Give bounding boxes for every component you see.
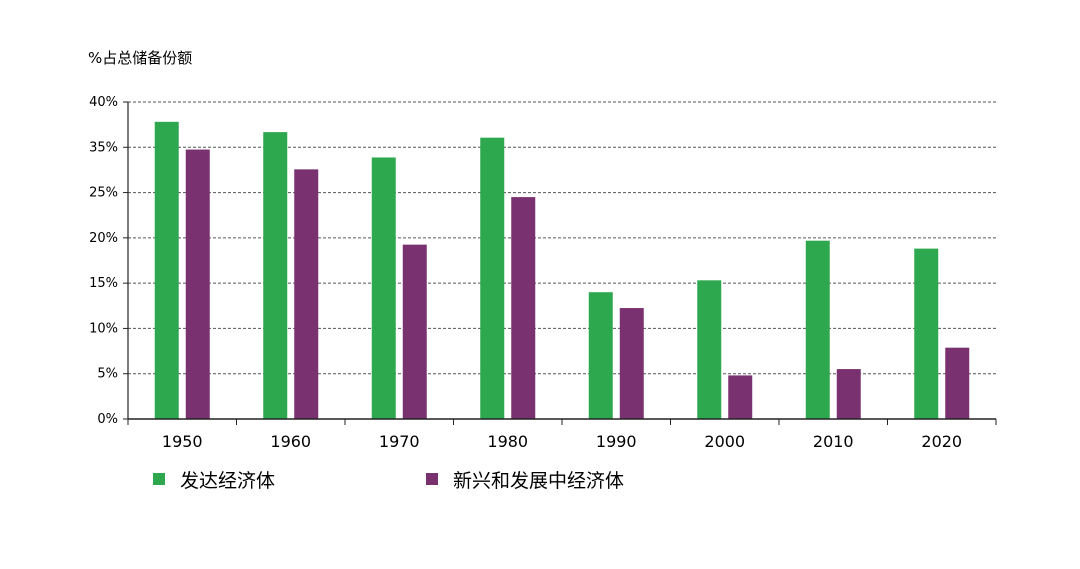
y-tick-label: 5% <box>97 367 118 382</box>
bar-emerging-2010 <box>836 369 861 419</box>
bar-developed-1990 <box>588 292 613 419</box>
bar-developed-1960 <box>263 132 288 420</box>
axes: 0% 5% 10% 15% 20% 25% 35% 40% 1950 1960 1970 1980 19… <box>89 95 997 451</box>
x-tick-label: 1960 <box>270 432 311 451</box>
bar-developed-1970 <box>371 157 396 419</box>
bar-developed-2010 <box>805 240 830 419</box>
legend-label: 发达经济体 <box>180 470 275 492</box>
bar-developed-2000 <box>697 280 722 419</box>
y-axis-title: %占总储备份额 <box>88 49 192 67</box>
bar-emerging-1980 <box>511 197 536 419</box>
bars <box>154 121 970 420</box>
legend-item: 新兴和发展中经济体 <box>426 470 624 492</box>
gridlines <box>128 101 996 375</box>
x-tick-label: 1950 <box>162 432 203 451</box>
y-tick-label: 35% <box>89 140 118 155</box>
legend-swatch <box>426 473 438 485</box>
bar-emerging-1960 <box>294 169 319 419</box>
bar-emerging-2000 <box>728 375 753 419</box>
legend-label: 新兴和发展中经济体 <box>453 470 624 492</box>
bar-developed-2020 <box>914 248 939 419</box>
legend-swatch <box>153 473 165 485</box>
y-tick-label: 10% <box>89 321 118 336</box>
bar-emerging-1970 <box>402 244 427 419</box>
bar-emerging-1990 <box>619 308 644 419</box>
x-tick-label: 2000 <box>704 432 745 451</box>
y-tick-label: 40% <box>89 95 118 110</box>
bar-developed-1950 <box>154 121 179 419</box>
legend: 发达经济体 新兴和发展中经济体 <box>153 470 624 492</box>
bar-developed-1980 <box>480 137 505 419</box>
y-tick-label: 25% <box>89 186 118 201</box>
x-tick-label: 2010 <box>813 432 854 451</box>
y-tick-label: 20% <box>89 231 118 246</box>
y-tick-label: 0% <box>97 412 118 427</box>
bar-emerging-2020 <box>945 347 970 419</box>
x-tick-label: 2020 <box>921 432 962 451</box>
x-tick-label: 1980 <box>487 432 528 451</box>
x-tick-label: 1970 <box>379 432 420 451</box>
y-tick-label: 15% <box>89 276 118 291</box>
bar-emerging-1950 <box>185 149 210 420</box>
legend-item: 发达经济体 <box>153 470 275 492</box>
x-tick-label: 1990 <box>596 432 637 451</box>
